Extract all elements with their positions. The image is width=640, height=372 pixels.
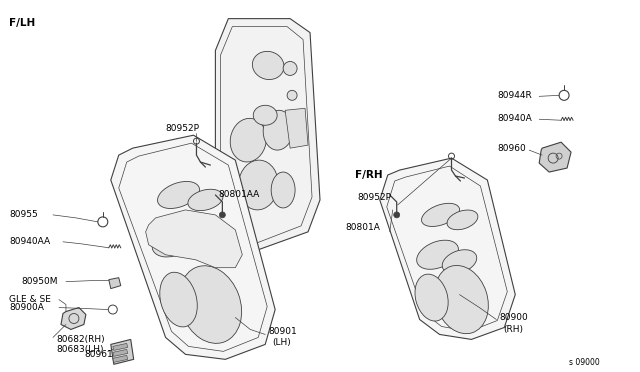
- Text: GLE & SE: GLE & SE: [9, 295, 51, 304]
- Circle shape: [220, 212, 225, 218]
- Ellipse shape: [271, 172, 295, 208]
- Ellipse shape: [179, 266, 242, 343]
- Ellipse shape: [283, 61, 297, 76]
- Ellipse shape: [422, 203, 460, 227]
- Text: 80940AA: 80940AA: [9, 237, 51, 246]
- Ellipse shape: [238, 160, 278, 210]
- Ellipse shape: [415, 274, 448, 321]
- Polygon shape: [216, 19, 320, 250]
- Text: 80961: 80961: [84, 350, 113, 359]
- Text: 80801AA: 80801AA: [218, 190, 260, 199]
- Ellipse shape: [287, 90, 297, 100]
- Text: 80682(RH): 80682(RH): [56, 335, 104, 344]
- Polygon shape: [113, 355, 128, 362]
- Polygon shape: [109, 278, 121, 289]
- Ellipse shape: [252, 51, 284, 80]
- Ellipse shape: [157, 182, 200, 208]
- Ellipse shape: [253, 105, 277, 125]
- Text: s 09000: s 09000: [569, 358, 600, 367]
- Text: 80801A: 80801A: [345, 223, 380, 232]
- Polygon shape: [146, 210, 243, 268]
- Polygon shape: [111, 135, 275, 359]
- Ellipse shape: [230, 118, 266, 162]
- Text: F/LH: F/LH: [9, 17, 35, 28]
- Ellipse shape: [417, 240, 458, 269]
- Text: 80952P: 80952P: [166, 124, 200, 133]
- Ellipse shape: [181, 231, 220, 259]
- Polygon shape: [285, 108, 308, 148]
- Text: F/RH: F/RH: [355, 170, 383, 180]
- Ellipse shape: [152, 223, 199, 257]
- Polygon shape: [380, 158, 515, 339]
- Text: 80901: 80901: [268, 327, 297, 336]
- Polygon shape: [113, 343, 128, 350]
- Ellipse shape: [263, 110, 293, 150]
- Text: 80952P: 80952P: [358, 193, 392, 202]
- Text: 80960: 80960: [497, 144, 526, 153]
- Circle shape: [394, 212, 400, 218]
- Text: 80900: 80900: [499, 313, 528, 322]
- Text: (LH): (LH): [272, 338, 291, 347]
- Text: (RH): (RH): [503, 325, 524, 334]
- Ellipse shape: [442, 250, 477, 274]
- Ellipse shape: [447, 210, 478, 230]
- Text: 80940A: 80940A: [497, 114, 532, 123]
- Ellipse shape: [435, 266, 488, 334]
- Text: 80950M: 80950M: [21, 277, 58, 286]
- Text: 80955: 80955: [9, 211, 38, 219]
- Ellipse shape: [160, 272, 197, 327]
- Ellipse shape: [188, 189, 223, 211]
- Text: 80683(LH): 80683(LH): [56, 345, 104, 354]
- Text: 80900A: 80900A: [9, 303, 44, 312]
- Text: 80944R: 80944R: [497, 91, 532, 100]
- Polygon shape: [111, 339, 134, 364]
- Polygon shape: [61, 308, 86, 330]
- Polygon shape: [539, 142, 571, 172]
- Polygon shape: [113, 349, 128, 356]
- Ellipse shape: [206, 241, 235, 262]
